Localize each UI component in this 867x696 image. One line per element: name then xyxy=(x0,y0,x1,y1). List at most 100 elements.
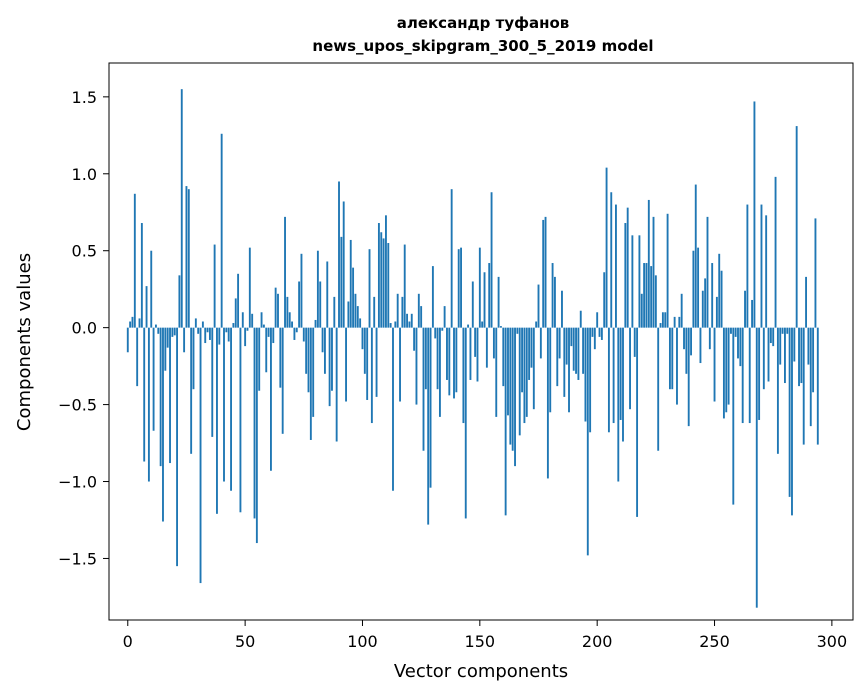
bar-25 xyxy=(185,186,188,328)
bar-69 xyxy=(288,312,291,328)
bar-185 xyxy=(561,290,563,328)
bar-99 xyxy=(359,318,362,328)
bar-122 xyxy=(413,327,416,351)
bar-242 xyxy=(694,184,697,328)
x-tick-label: 100 xyxy=(347,632,378,651)
bar-56 xyxy=(258,327,261,391)
bar-17 xyxy=(166,327,169,348)
bar-156 xyxy=(492,327,495,359)
bar-38 xyxy=(216,327,218,514)
bar-196 xyxy=(586,327,589,556)
bar-34 xyxy=(206,327,209,333)
bar-20 xyxy=(173,327,176,336)
bar-66 xyxy=(281,327,284,434)
bar-188 xyxy=(568,327,570,413)
bar-193 xyxy=(579,310,582,328)
bar-268 xyxy=(755,327,758,608)
bar-133 xyxy=(438,327,441,417)
bar-245 xyxy=(701,290,704,328)
bar-22 xyxy=(178,275,181,328)
bar-101 xyxy=(363,327,366,374)
chart-subtitle: news_upos_skipgram_300_5_2019 model xyxy=(312,37,653,55)
bar-138 xyxy=(450,189,453,328)
bar-238 xyxy=(685,327,688,374)
bar-254 xyxy=(722,327,725,419)
bar-202 xyxy=(600,327,603,340)
bar-257 xyxy=(730,327,732,334)
bar-21 xyxy=(176,327,178,567)
bar-42 xyxy=(225,327,228,333)
bar-265 xyxy=(748,327,751,424)
bar-128 xyxy=(427,327,430,525)
bar-287 xyxy=(800,327,803,384)
bar-134 xyxy=(441,327,444,331)
bar-142 xyxy=(460,247,462,328)
bar-236 xyxy=(680,293,683,328)
bar-169 xyxy=(523,327,526,424)
bar-65 xyxy=(279,327,282,388)
bar-214 xyxy=(629,327,631,410)
bar-235 xyxy=(678,316,681,328)
bar-182 xyxy=(553,276,556,328)
bar-282 xyxy=(788,327,791,497)
bar-230 xyxy=(666,213,669,328)
bar-212 xyxy=(624,223,627,328)
bar-2 xyxy=(131,316,134,328)
plot-frame xyxy=(108,62,854,621)
bar-89 xyxy=(335,327,338,442)
bar-96 xyxy=(352,267,355,328)
bar-111 xyxy=(387,243,390,328)
bar-135 xyxy=(443,306,446,328)
bar-248 xyxy=(708,327,711,350)
bar-48 xyxy=(239,327,242,513)
bar-98 xyxy=(356,306,359,328)
x-tick-label: 200 xyxy=(582,632,613,651)
bar-184 xyxy=(558,327,561,359)
bar-32 xyxy=(201,321,204,328)
bar-294 xyxy=(816,327,819,445)
bar-178 xyxy=(544,216,547,328)
bar-94 xyxy=(347,301,350,328)
bar-43 xyxy=(227,327,230,342)
bar-83 xyxy=(321,327,324,353)
bar-46 xyxy=(234,298,237,328)
bar-208 xyxy=(615,204,617,328)
bar-147 xyxy=(471,281,474,328)
x-tick-label: 0 xyxy=(123,632,133,651)
bar-39 xyxy=(218,327,221,345)
bar-141 xyxy=(457,249,460,328)
bar-288 xyxy=(802,327,805,445)
bar-186 xyxy=(563,327,566,397)
bar-275 xyxy=(772,327,775,347)
bar-218 xyxy=(638,235,641,328)
y-tick-label: −0.5 xyxy=(58,396,97,415)
bar-67 xyxy=(284,216,286,328)
bar-59 xyxy=(265,327,268,373)
bar-274 xyxy=(769,327,772,344)
bar-204 xyxy=(605,167,608,328)
bar-16 xyxy=(164,327,167,371)
bar-127 xyxy=(424,327,427,390)
bar-266 xyxy=(751,299,754,328)
bar-228 xyxy=(661,312,664,328)
bar-70 xyxy=(291,321,294,328)
bar-158 xyxy=(497,276,500,328)
bar-151 xyxy=(481,321,484,328)
bar-24 xyxy=(183,327,186,353)
bar-102 xyxy=(366,327,369,400)
bar-15 xyxy=(162,327,164,522)
y-tick-label: 1.0 xyxy=(72,165,97,184)
bar-165 xyxy=(514,327,516,467)
bar-205 xyxy=(607,327,610,433)
bar-271 xyxy=(762,327,765,390)
bar-243 xyxy=(697,247,700,328)
bar-105 xyxy=(373,296,376,328)
bar-217 xyxy=(636,327,639,517)
bar-29 xyxy=(194,318,197,328)
bar-5 xyxy=(138,318,141,328)
bar-1 xyxy=(129,321,132,328)
bar-175 xyxy=(537,284,540,328)
bar-241 xyxy=(692,250,695,328)
bar-284 xyxy=(793,327,796,362)
bar-251 xyxy=(715,296,718,328)
